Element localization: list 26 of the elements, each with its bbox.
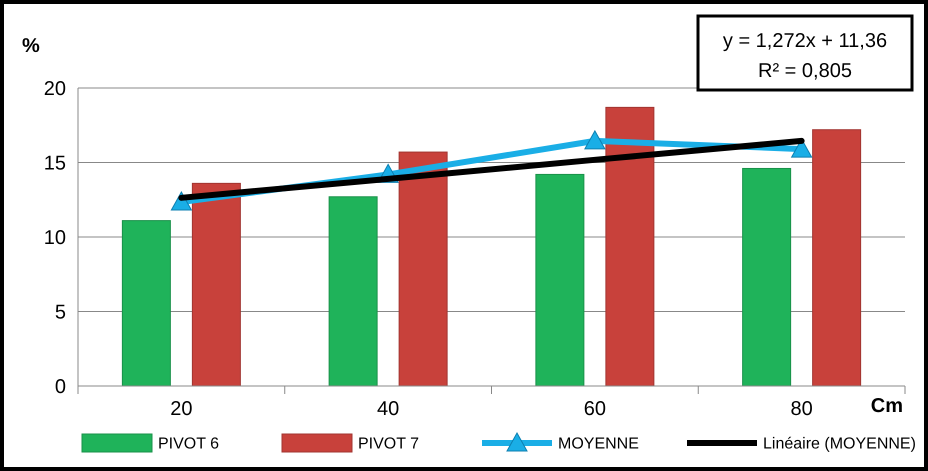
x-tick-label: 80 (790, 398, 813, 420)
x-tick-label: 20 (170, 398, 192, 420)
y-tick-label: 10 (44, 227, 66, 249)
y-tick-label: 20 (44, 78, 66, 100)
y-tick-label: 15 (44, 152, 66, 174)
bar (812, 129, 862, 386)
y-tick-label: 5 (54, 302, 66, 324)
legend-label: Linéaire (MOYENNE) (763, 436, 916, 453)
x-tick-label: 60 (584, 398, 606, 420)
text: R² = 0,805 (758, 60, 852, 82)
x-axis-title: Cm (870, 395, 903, 417)
point (584, 130, 606, 150)
legend-label: PIVOT 7 (358, 436, 420, 453)
legend-label: MOYENNE (558, 436, 639, 453)
y-axis-title: % (22, 35, 40, 57)
bar (535, 174, 584, 386)
x-tick-label: 40 (377, 398, 400, 420)
legend-label: PIVOT 6 (158, 436, 220, 453)
bar (398, 152, 448, 386)
bar (192, 182, 241, 386)
bar (328, 196, 378, 386)
y-tick-label: 0 (54, 376, 66, 398)
bar (122, 220, 171, 386)
bar (742, 168, 792, 386)
bar (605, 106, 654, 386)
text: y = 1,272x + 11,36 (722, 30, 888, 52)
